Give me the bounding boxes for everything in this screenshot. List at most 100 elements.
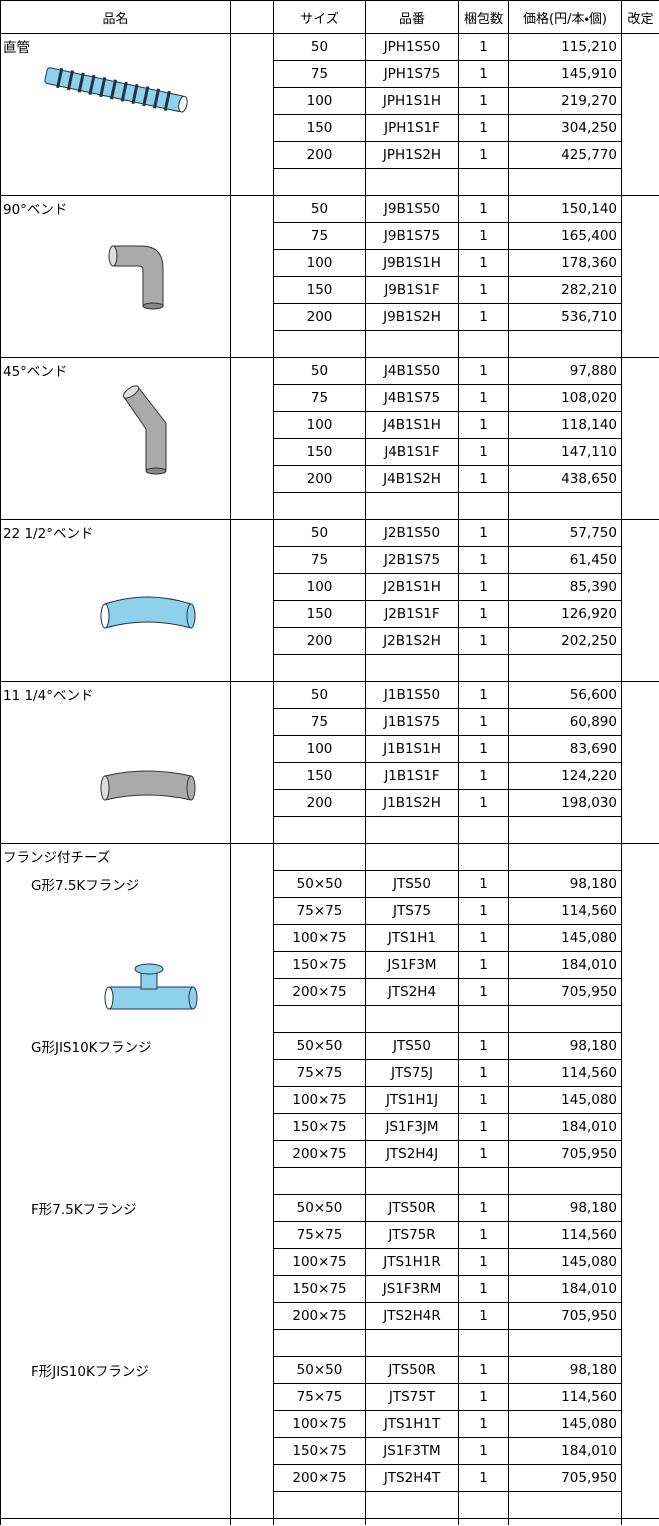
sub-item-name: F形7.5Kフランジ [31, 1202, 137, 1218]
cell [365, 1518, 459, 1525]
row: 200×75 JTS2H4R 1 705,950 [1, 1302, 659, 1330]
cell: 1 [458, 249, 509, 277]
cell: 75×75 [273, 1221, 366, 1249]
cell [508, 654, 622, 682]
cell: 75×75 [273, 1383, 366, 1411]
item-cell: フランジ付チーズ G形7.5Kフランジ G形JIS10Kフランジ F形7.5Kフランジ… [0, 843, 231, 1519]
cell: 1 [458, 681, 509, 709]
cell: 184,010 [508, 1275, 622, 1303]
cell: 219,270 [508, 87, 622, 115]
cell [365, 816, 459, 844]
cell [365, 1491, 459, 1519]
cell: 705,950 [508, 978, 622, 1006]
cell: 50×50 [273, 1032, 366, 1060]
cell: 145,080 [508, 1086, 622, 1114]
cell: J9B1S1F [365, 276, 459, 304]
row: 11 1/4°ベンド 50 J1B1S50 1 56,600 [0, 681, 659, 844]
revision-cell [621, 195, 659, 358]
cell: 75 [273, 222, 366, 250]
row: 75 J9B1S75 1 165,400 [1, 222, 659, 250]
row: 200×75 JTS2H4J 1 705,950 [1, 1140, 659, 1168]
cell: J1B1S2H [365, 789, 459, 817]
cell: J4B1S75 [365, 384, 459, 412]
item-image [108, 245, 164, 310]
cell [508, 1518, 622, 1525]
cell: 1 [458, 735, 509, 763]
cell: 100 [273, 573, 366, 601]
cell: 1 [458, 897, 509, 925]
cell [273, 1167, 366, 1195]
cell: 150×75 [273, 1437, 366, 1465]
cell: 200×75 [273, 1302, 366, 1330]
cell [365, 330, 459, 358]
blank-row [1, 1005, 659, 1033]
row: 75×75 JTS75 1 114,560 [1, 897, 659, 925]
cell: 118,140 [508, 411, 622, 439]
row: 45°ベンド 50 J4B1S50 1 97,880 [0, 357, 659, 520]
blank-row [1, 1329, 659, 1357]
cell: 536,710 [508, 303, 622, 331]
row: 200 J9B1S2H 1 536,710 [1, 303, 659, 331]
cell: 114,560 [508, 1059, 622, 1087]
cell: 1 [458, 60, 509, 88]
header-cell [230, 0, 274, 34]
cell: 1 [458, 789, 509, 817]
row: 150 J9B1S1F 1 282,210 [1, 276, 659, 304]
cell: JTS2H4 [365, 978, 459, 1006]
cell: 1 [458, 114, 509, 142]
row: 90°ベンド 50 J9B1S50 1 150,140 [0, 195, 659, 358]
cell: 1 [458, 438, 509, 466]
cell: 200×75 [273, 1464, 366, 1492]
item-image [44, 67, 188, 113]
cell: 100 [273, 249, 366, 277]
row: 200×75 JTS2H4T 1 705,950 [1, 1464, 659, 1492]
cell: 1 [458, 357, 509, 385]
cell: 83,690 [508, 735, 622, 763]
row: 200 J2B1S2H 1 202,250 [1, 627, 659, 655]
cell [273, 816, 366, 844]
cell: 1 [458, 1221, 509, 1249]
item-image [104, 963, 198, 1010]
item-name: 11 1/4°ベンド [3, 688, 94, 704]
row: 150×75 JS1F3JM 1 184,010 [1, 1113, 659, 1141]
cell: 1 [458, 1140, 509, 1168]
cell: 50 [273, 519, 366, 547]
cell: 50 [273, 195, 366, 223]
cell: JTS50R [365, 1356, 459, 1384]
sub-item-name: G形7.5Kフランジ [31, 878, 140, 894]
cell: 150,140 [508, 195, 622, 223]
cell: 705,950 [508, 1140, 622, 1168]
cell [365, 1167, 459, 1195]
header-cell: 品番 [365, 0, 459, 34]
cell: JPH1S2H [365, 141, 459, 169]
cell [273, 330, 366, 358]
cell [0, 1518, 231, 1525]
cell: J9B1S50 [365, 195, 459, 223]
cell: 1 [458, 1383, 509, 1411]
revision-cell [621, 681, 659, 844]
row: 100×75 JTS1H1T 1 145,080 [1, 1410, 659, 1438]
spacer-cell [230, 33, 274, 196]
cell: 57,750 [508, 519, 622, 547]
cell [508, 168, 622, 196]
cell: JTS1H1 [365, 924, 459, 952]
item-cell: 90°ベンド [0, 195, 231, 358]
cell [365, 1005, 459, 1033]
cell: 1 [458, 1086, 509, 1114]
revision-cell [621, 33, 659, 196]
cell: JS1F3JM [365, 1113, 459, 1141]
cell: 184,010 [508, 1437, 622, 1465]
header-cell: 価格(円/本・個) [508, 0, 622, 34]
item-cell: 直管 [0, 33, 231, 196]
row: 75 JPH1S75 1 145,910 [1, 60, 659, 88]
cell: J2B1S75 [365, 546, 459, 574]
item-cell: 45°ベンド [0, 357, 231, 520]
cell [273, 843, 366, 871]
header-row: 品名 サイズ 品番 梱包数 価格(円/本・個) 改定 [0, 0, 659, 34]
cell: 1 [458, 870, 509, 898]
cell: 1 [458, 924, 509, 952]
revision-cell [621, 843, 659, 1519]
cell [458, 492, 509, 520]
row: 100 JPH1S1H 1 219,270 [1, 87, 659, 115]
tail-row [0, 1518, 659, 1525]
